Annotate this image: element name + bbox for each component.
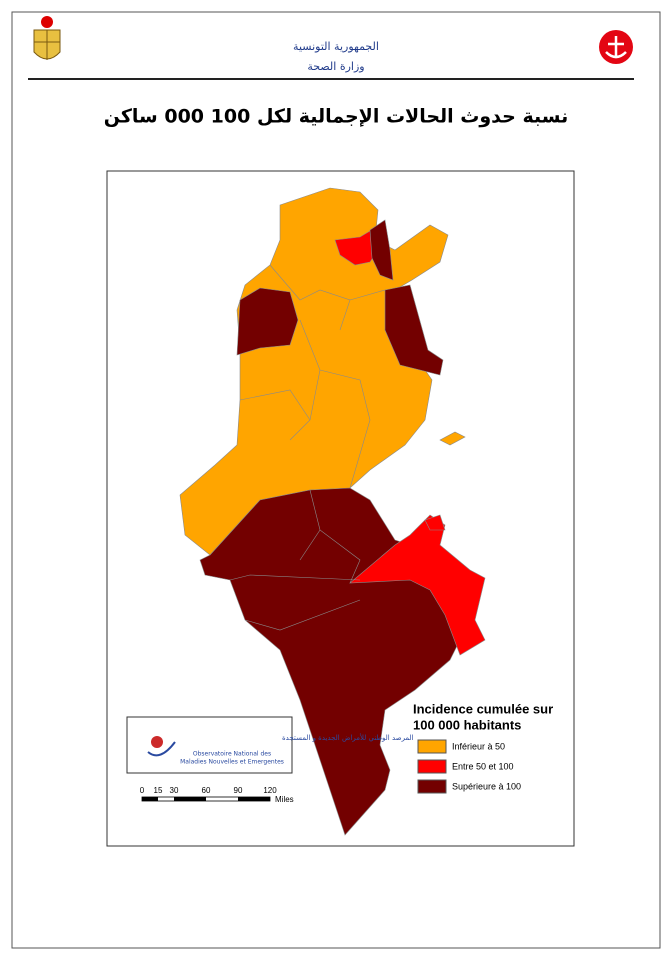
legend-swatch bbox=[417, 739, 447, 754]
scale-tick-label: 90 bbox=[234, 786, 243, 795]
legend-title: Incidence cumulée sur bbox=[413, 701, 553, 716]
title: نسبة حدوث الحالات الإجمالية لكل 100 000 … bbox=[104, 106, 568, 128]
logo-french: Maladies Nouvelles et Emergentes bbox=[180, 759, 284, 766]
legend-label: Supérieure à 100 bbox=[452, 781, 521, 791]
legend-swatch bbox=[417, 759, 447, 774]
scale-bar-segment bbox=[174, 797, 206, 801]
region bbox=[179, 187, 449, 556]
region bbox=[199, 487, 461, 836]
region bbox=[439, 431, 466, 446]
legend: Inférieur à 50 Entre 50 et 100 Supérieure … bbox=[417, 739, 521, 794]
logo-arabic: المرصد الوطني للأمراض الجديدة و المستجدة bbox=[282, 733, 414, 742]
boundary bbox=[229, 264, 386, 631]
region bbox=[424, 514, 446, 531]
legend-label: Entre 50 et 100 bbox=[452, 761, 514, 771]
page-border bbox=[11, 11, 661, 949]
scale-bar-segment bbox=[142, 797, 158, 801]
region bbox=[236, 287, 299, 356]
region bbox=[384, 284, 444, 376]
region bbox=[369, 219, 394, 281]
scale-tick-label: 120 bbox=[263, 786, 277, 795]
header-ministry: وزارة الصحة bbox=[307, 60, 364, 73]
observatory-logo: المرصد الوطني للأمراض الجديدة و المستجدة… bbox=[126, 716, 414, 774]
scale-tick-label: 0 bbox=[140, 786, 145, 795]
legend-swatch bbox=[417, 779, 447, 794]
legend-label: Inférieur à 50 bbox=[452, 741, 505, 751]
scale-tick-label: 15 bbox=[154, 786, 163, 795]
scale-tick-label: 60 bbox=[202, 786, 211, 795]
scale-tick-label: 30 bbox=[170, 786, 179, 795]
header-country: الجمهورية التونسية bbox=[293, 40, 379, 53]
legend-title: 100 000 habitants bbox=[413, 717, 521, 732]
ministry-logo bbox=[599, 30, 633, 64]
region bbox=[349, 514, 486, 656]
coat-of-arms bbox=[33, 16, 61, 60]
map bbox=[179, 187, 486, 836]
logo-french: Observatoire National des bbox=[193, 751, 271, 758]
scale-unit: Miles bbox=[275, 795, 294, 804]
scale-bar-segment bbox=[238, 797, 270, 801]
